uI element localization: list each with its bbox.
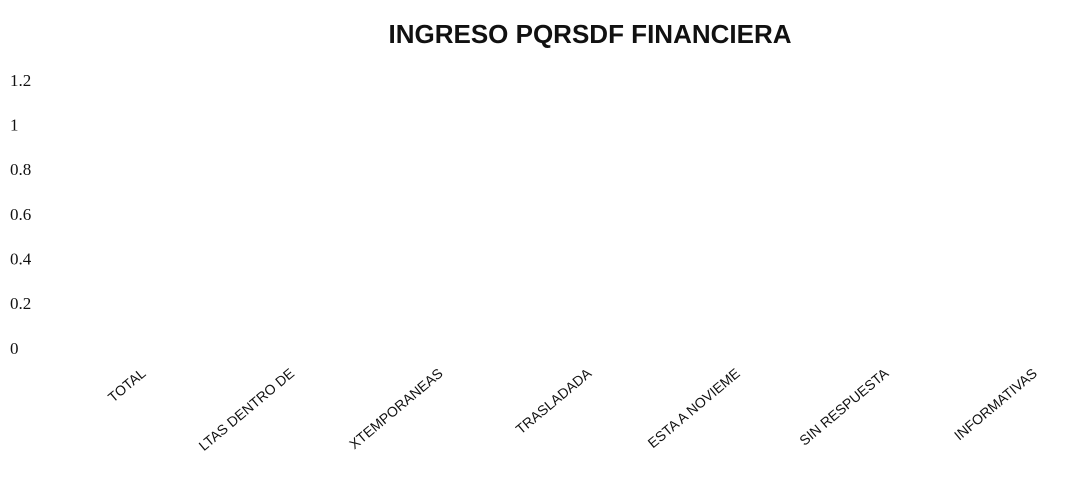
chart-title: INGRESO PQRSDF FINANCIERA	[388, 19, 791, 49]
x-tick-label: TOTAL	[105, 365, 149, 406]
y-tick-label: 0.6	[10, 205, 31, 224]
y-tick-label: 0.4	[10, 250, 32, 269]
y-tick-label: 0	[10, 339, 19, 358]
y-tick-label: 0.2	[10, 294, 31, 313]
x-tick-label: TRASLADADA	[513, 364, 595, 437]
y-tick-label: 0.8	[10, 160, 31, 179]
x-tick-label: XTEMPORANEAS	[346, 365, 446, 452]
x-tick-label: SIN RESPUESTA	[796, 364, 892, 448]
x-tick-label: LTAS DENTRO DE	[196, 365, 298, 454]
x-tick-label: INFORMATIVAS	[951, 365, 1040, 443]
y-tick-label: 1.2	[10, 71, 31, 90]
x-tick-label: ESTA A NOVIEME	[645, 365, 743, 451]
y-tick-label: 1	[10, 116, 19, 135]
